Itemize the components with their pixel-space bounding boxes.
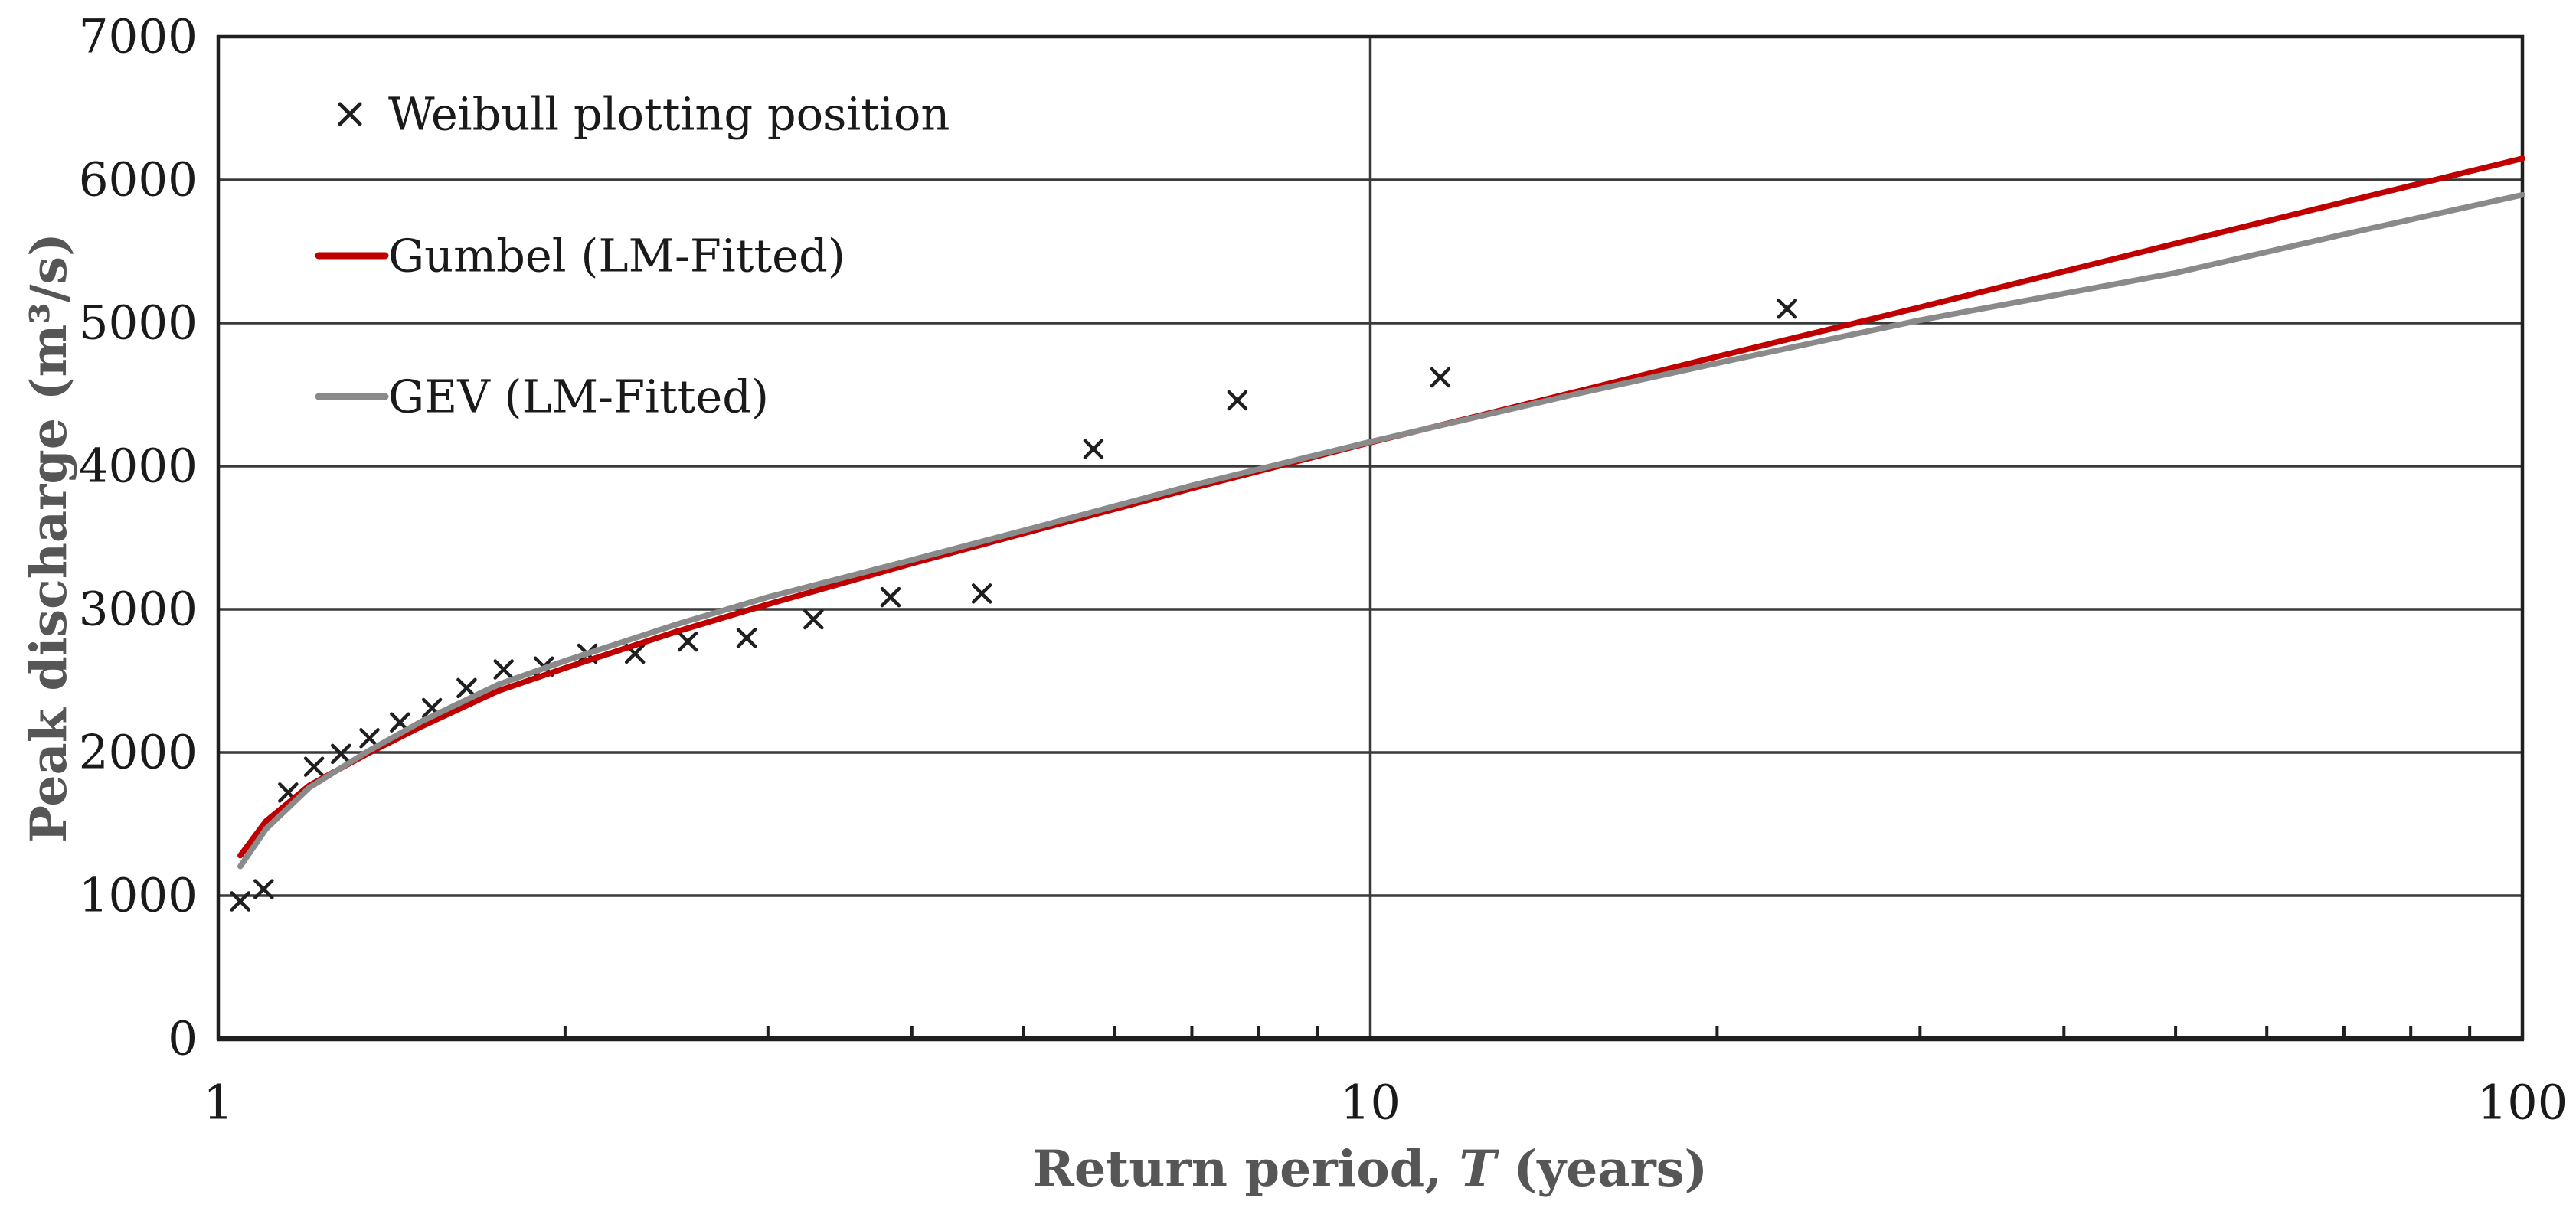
y-tick-label-4000: 4000 [79, 439, 198, 494]
legend-label-1: Gumbel (LM-Fitted) [388, 230, 845, 282]
weibull-marker [303, 756, 325, 777]
y-tick-label-3000: 3000 [79, 583, 198, 637]
weibull-marker [359, 728, 380, 749]
legend-label-2: GEV (LM-Fitted) [388, 370, 769, 423]
legend: Weibull plotting position Gumbel (LM-Fitt… [315, 88, 950, 423]
weibull-marker [1777, 299, 1797, 319]
y-tick-label-1000: 1000 [79, 869, 198, 923]
y-tick-label-6000: 6000 [79, 153, 198, 207]
weibull-marker [1227, 390, 1248, 411]
x-axis-title: Return period, T (years) [1033, 1140, 1708, 1198]
legend-weibull-marker-icon [338, 102, 362, 126]
y-tick-label-7000: 7000 [79, 10, 198, 64]
weibull-marker [493, 659, 514, 680]
y-tick-label-0: 0 [168, 1012, 198, 1066]
y-axis-title: Peak discharge (m³/s) [20, 233, 78, 843]
weibull-marker [803, 609, 824, 630]
weibull-marker [677, 631, 698, 652]
weibull-marker [736, 628, 757, 648]
x-tick-label-1: 1 [203, 1075, 233, 1131]
weibull-marker [331, 743, 351, 765]
y-tick-label-2000: 2000 [79, 726, 198, 780]
weibull-marker [971, 583, 992, 604]
x-tick-label-10: 10 [1340, 1075, 1401, 1131]
weibull-marker [1430, 367, 1451, 388]
y-tick-label-5000: 5000 [79, 296, 198, 351]
weibull-marker [1083, 439, 1104, 459]
weibull-marker [456, 677, 477, 699]
gev-lm-fitted-line [237, 191, 2525, 870]
weibull-marker [253, 879, 274, 899]
legend-label-0: Weibull plotting position [388, 88, 950, 141]
x-tick-label-100: 100 [2477, 1075, 2568, 1131]
weibull-marker [230, 891, 251, 912]
weibull-marker [880, 586, 901, 608]
